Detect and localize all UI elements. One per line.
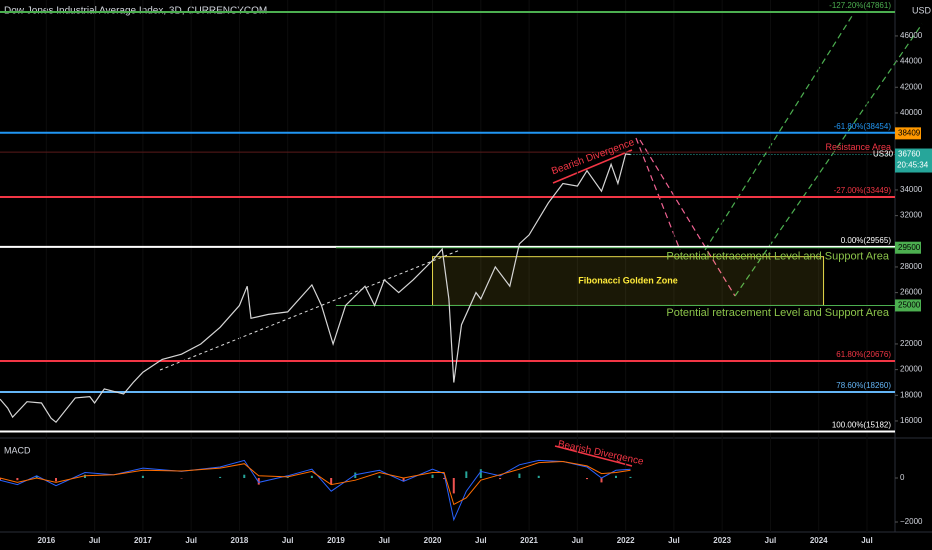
- countdown: 20:45:34: [897, 161, 929, 170]
- fib-level-label: 100.00%(15182): [832, 421, 891, 430]
- macd-histogram: [443, 478, 446, 480]
- macd-histogram: [54, 478, 57, 482]
- x-tick-label: 2022: [617, 536, 635, 545]
- last-price-box: [895, 148, 932, 173]
- macd-histogram: [402, 478, 405, 482]
- macd-y-tick-label: 0: [900, 473, 905, 482]
- y-tick-label: 32000: [900, 211, 923, 220]
- macd-histogram: [16, 478, 19, 481]
- price-label: 29500: [898, 243, 921, 252]
- macd-histogram: [330, 478, 333, 485]
- x-tick-label: 2019: [327, 536, 345, 545]
- x-tick-label: 2020: [424, 536, 442, 545]
- y-tick-label: 16000: [900, 416, 923, 425]
- macd-histogram: [219, 476, 222, 479]
- price-label: 38409: [898, 128, 921, 137]
- x-tick-label: 2024: [810, 536, 828, 545]
- macd-label: MACD: [4, 445, 31, 455]
- macd-histogram: [586, 478, 589, 480]
- macd-histogram: [243, 474, 246, 479]
- macd-histogram: [600, 478, 603, 483]
- projection: [734, 23, 923, 297]
- x-tick-label: Jul: [861, 536, 873, 545]
- y-tick-label: 22000: [900, 339, 923, 348]
- macd-histogram: [35, 475, 38, 479]
- fib-level-label: 0.00%(29565): [841, 236, 892, 245]
- y-tick-label: 28000: [900, 262, 923, 271]
- macd-histogram: [499, 478, 502, 480]
- macd-macd-line: [0, 459, 631, 522]
- fib-level-label: -127.20%(47861): [829, 1, 891, 10]
- macd-histogram: [310, 475, 313, 479]
- macd-histogram: [629, 476, 632, 479]
- x-tick-label: Jul: [282, 536, 294, 545]
- x-tick-label: 2023: [713, 536, 731, 545]
- support-label: Potential retracement Level and Support …: [666, 307, 889, 319]
- y-tick-label: 40000: [900, 108, 923, 117]
- divergence-line: [554, 445, 633, 467]
- macd-histogram: [465, 471, 468, 479]
- x-tick-label: 2017: [134, 536, 152, 545]
- fib-level-label: -27.00%(33449): [834, 186, 892, 195]
- price-label-box: [895, 299, 921, 312]
- macd-histogram: [141, 475, 144, 479]
- x-tick-label: Jul: [765, 536, 777, 545]
- last-price-name: US30: [873, 150, 894, 159]
- y-tick-label: 44000: [900, 57, 923, 66]
- divergence-line: [552, 149, 633, 184]
- y-tick-label: 42000: [900, 82, 923, 91]
- macd-histogram: [0, 478, 1, 481]
- fib-level-label: -61.80%(38454): [834, 122, 892, 131]
- x-tick-label: Jul: [89, 536, 101, 545]
- projection: [639, 139, 736, 297]
- macd-histogram: [537, 475, 540, 479]
- support-label: Potential retracement Level and Support …: [666, 251, 889, 263]
- x-tick-label: 2021: [520, 536, 538, 545]
- x-tick-label: Jul: [475, 536, 487, 545]
- macd-histogram: [452, 478, 455, 494]
- macd-histogram: [614, 475, 617, 479]
- price-label-box: [895, 241, 921, 254]
- macd-histogram: [83, 474, 86, 479]
- projection: [704, 15, 853, 251]
- resistance-label: Resistance Area: [825, 142, 891, 152]
- macd-histogram: [286, 476, 289, 479]
- price-label: 25000: [898, 301, 921, 310]
- zone-label: Fibonacci Golden Zone: [578, 275, 678, 285]
- macd-y-tick-label: −2000: [900, 517, 923, 526]
- currency: USD: [912, 5, 932, 15]
- y-tick-label: 18000: [900, 390, 923, 399]
- x-tick-label: Jul: [378, 536, 390, 545]
- y-tick-label: 26000: [900, 288, 923, 297]
- macd-histogram: [518, 473, 521, 479]
- macd-histogram: [378, 475, 381, 479]
- macd-signal-line: [0, 460, 631, 506]
- golden-zone: [432, 256, 825, 306]
- fib-level-label: 61.80%(20676): [836, 350, 891, 359]
- x-tick-label: Jul: [185, 536, 197, 545]
- macd-histogram: [479, 469, 482, 479]
- x-tick-label: 2018: [231, 536, 249, 545]
- x-tick-label: Jul: [668, 536, 680, 545]
- price-line: [0, 153, 631, 424]
- x-tick-label: 2016: [37, 536, 55, 545]
- macd-histogram: [431, 474, 434, 479]
- y-tick-label: 34000: [900, 185, 923, 194]
- last-price: 36760: [898, 150, 921, 159]
- y-tick-label: 46000: [900, 31, 923, 40]
- price-label-box: [895, 127, 921, 140]
- macd-histogram: [257, 478, 260, 485]
- x-tick-label: Jul: [572, 536, 584, 545]
- projection: [635, 137, 681, 251]
- fib-level-label: 78.60%(18260): [836, 381, 891, 390]
- y-tick-label: 20000: [900, 365, 923, 374]
